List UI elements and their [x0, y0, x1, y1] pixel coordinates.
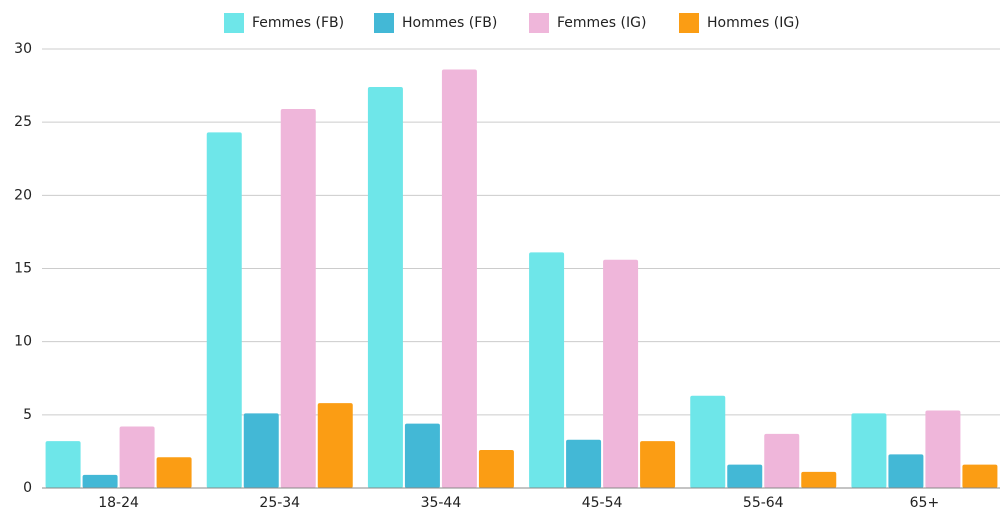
x-tick-label: 45-54	[582, 495, 623, 509]
bar	[156, 457, 192, 488]
bar	[82, 474, 118, 488]
y-tick-label: 10	[14, 334, 32, 350]
bar	[603, 259, 639, 488]
legend-swatch	[374, 13, 394, 33]
bar	[367, 87, 403, 489]
x-tick-label: 55-64	[743, 495, 784, 509]
bar	[529, 252, 565, 488]
legend-swatch	[529, 13, 549, 33]
bar	[888, 454, 924, 488]
bar	[441, 69, 477, 488]
bar	[690, 395, 726, 488]
y-tick-label: 15	[14, 261, 32, 277]
x-tick-label: 65+	[910, 495, 940, 509]
bar	[566, 439, 602, 488]
bar	[962, 464, 998, 488]
bar	[851, 413, 887, 488]
y-tick-label: 20	[14, 187, 32, 203]
legend-swatch	[679, 13, 699, 33]
bar	[119, 426, 155, 488]
y-tick-label: 25	[14, 114, 32, 130]
bar	[206, 132, 242, 488]
legend-label: Femmes (FB)	[252, 15, 344, 31]
x-tick-label: 18-24	[98, 495, 139, 509]
y-tick-label: 30	[14, 41, 32, 57]
legend-label: Hommes (IG)	[707, 15, 800, 31]
legend-swatch	[224, 13, 244, 33]
bar	[317, 403, 353, 488]
x-tick-label: 25-34	[259, 495, 300, 509]
bar	[727, 464, 763, 488]
bar	[45, 441, 81, 488]
bar	[280, 108, 316, 488]
y-tick-label: 0	[23, 480, 32, 496]
bar	[478, 449, 514, 488]
y-tick-label: 5	[23, 407, 32, 423]
x-tick-label: 35-44	[421, 495, 462, 509]
bar	[764, 433, 800, 488]
bar	[243, 413, 279, 488]
legend-label: Hommes (FB)	[402, 15, 497, 31]
legend-label: Femmes (IG)	[557, 15, 646, 31]
bar	[801, 471, 837, 488]
bar	[404, 423, 440, 488]
bar	[925, 410, 961, 488]
bar	[640, 441, 676, 488]
